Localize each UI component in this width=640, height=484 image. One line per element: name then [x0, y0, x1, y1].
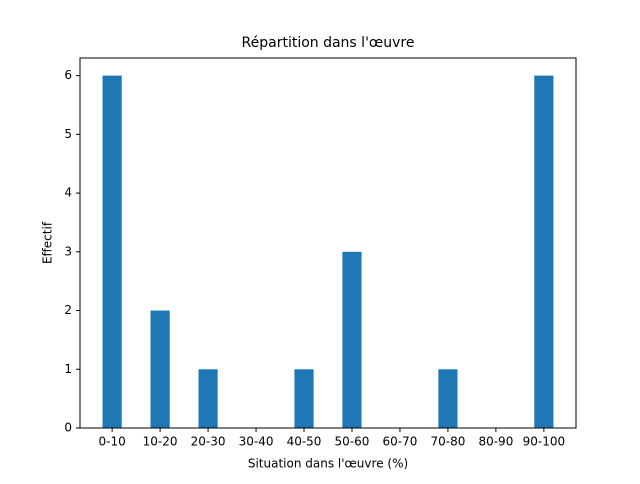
x-tick-label: 80-90 — [478, 435, 513, 449]
y-tick-label: 5 — [64, 127, 72, 141]
y-tick-label: 3 — [64, 244, 72, 258]
x-tick-label: 40-50 — [287, 435, 322, 449]
x-tick-label: 30-40 — [239, 435, 274, 449]
bar — [102, 75, 122, 428]
bar — [534, 75, 554, 428]
y-tick-label: 0 — [64, 421, 72, 435]
x-tick-label: 0-10 — [99, 435, 126, 449]
chart-title: Répartition dans l'œuvre — [242, 35, 415, 51]
x-tick-label: 90-100 — [523, 435, 566, 449]
bar — [438, 369, 458, 428]
x-tick-label: 10-20 — [143, 435, 178, 449]
bar — [294, 369, 314, 428]
axes-frame — [79, 57, 577, 429]
y-axis-label: Effectif — [41, 221, 55, 264]
y-tick-label: 1 — [64, 362, 72, 376]
x-tick-label: 70-80 — [430, 435, 465, 449]
x-tick-label: 20-30 — [191, 435, 226, 449]
x-tick-label: 60-70 — [383, 435, 418, 449]
bar — [150, 310, 170, 428]
bar — [198, 369, 218, 428]
y-tick-label: 4 — [64, 186, 72, 200]
y-tick-label: 6 — [64, 68, 72, 82]
y-tick-label: 2 — [64, 303, 72, 317]
bar — [342, 251, 362, 428]
x-axis-label: Situation dans l'œuvre (%) — [248, 457, 408, 471]
x-tick-label: 50-60 — [335, 435, 370, 449]
